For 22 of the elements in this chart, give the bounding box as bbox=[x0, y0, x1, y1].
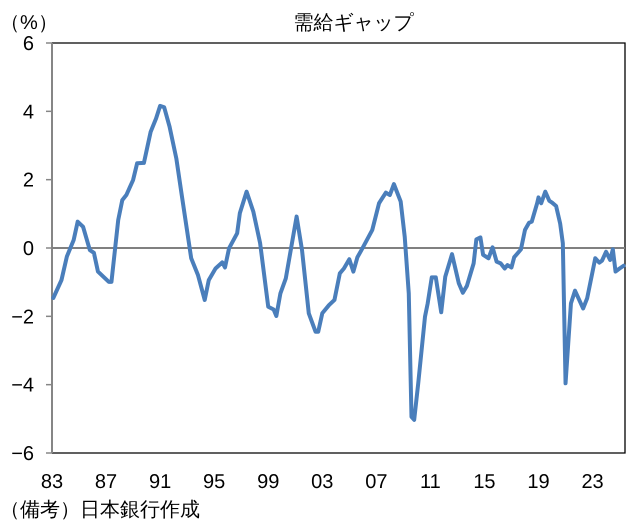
y-tick-label: −2 bbox=[11, 306, 34, 328]
x-tick-label: 11 bbox=[420, 471, 441, 493]
text: （備考）日本銀行作成 bbox=[0, 499, 200, 521]
y-tick-label: −6 bbox=[11, 443, 34, 465]
x-tick-label: 91 bbox=[148, 471, 172, 493]
x-tick-label: 07 bbox=[365, 471, 388, 493]
x-tick-label: 87 bbox=[94, 471, 118, 493]
x-tick-label: 83 bbox=[40, 471, 64, 493]
y-tick-label: 6 bbox=[22, 33, 34, 55]
y-tick-label: 0 bbox=[22, 238, 34, 260]
line-series bbox=[51, 104, 626, 422]
x-tick-label: 19 bbox=[527, 471, 550, 493]
chart-title: 需給ギャップ bbox=[294, 12, 414, 34]
y-axis-title: （%） bbox=[0, 12, 58, 34]
y-tick-label: 4 bbox=[22, 101, 34, 124]
x-tick-label: 23 bbox=[581, 471, 604, 493]
x-tick-label: 99 bbox=[257, 471, 280, 493]
y-tick-label: −4 bbox=[11, 374, 34, 397]
y-tick-label: 2 bbox=[22, 170, 34, 192]
x-tick-label: 15 bbox=[473, 471, 496, 493]
x-tick-label: 95 bbox=[203, 471, 226, 493]
x-tick-label: 03 bbox=[311, 471, 334, 493]
